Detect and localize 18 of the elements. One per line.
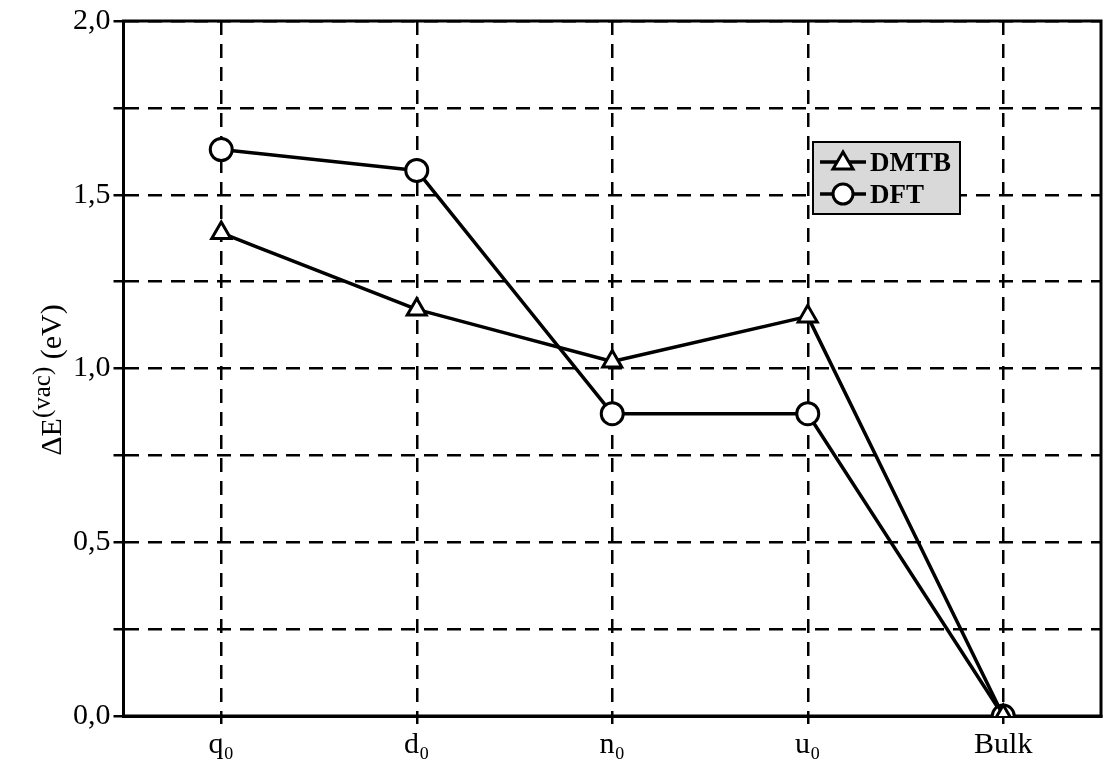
y-tick-label: 1,5 xyxy=(73,175,111,209)
point xyxy=(210,220,233,240)
point xyxy=(405,296,428,317)
point xyxy=(208,137,234,163)
x-tick-label: q₀ xyxy=(208,725,234,759)
x-tick-label: n₀ xyxy=(599,725,625,759)
legend-label: DMTB xyxy=(870,146,951,178)
y-tick-label: 2,0 xyxy=(73,1,111,35)
y-tick-label: 0,0 xyxy=(73,696,111,730)
point xyxy=(601,349,624,369)
y-tick-label: 1,0 xyxy=(73,349,111,383)
x-tick-label: u₀ xyxy=(795,725,821,759)
x-tick-label: Bulk xyxy=(974,725,1033,759)
point xyxy=(404,157,430,183)
y-tick-label: 0,5 xyxy=(73,523,111,557)
x-tick-label: d₀ xyxy=(404,725,430,759)
legend-label: DFT xyxy=(870,178,924,210)
point xyxy=(796,303,819,324)
